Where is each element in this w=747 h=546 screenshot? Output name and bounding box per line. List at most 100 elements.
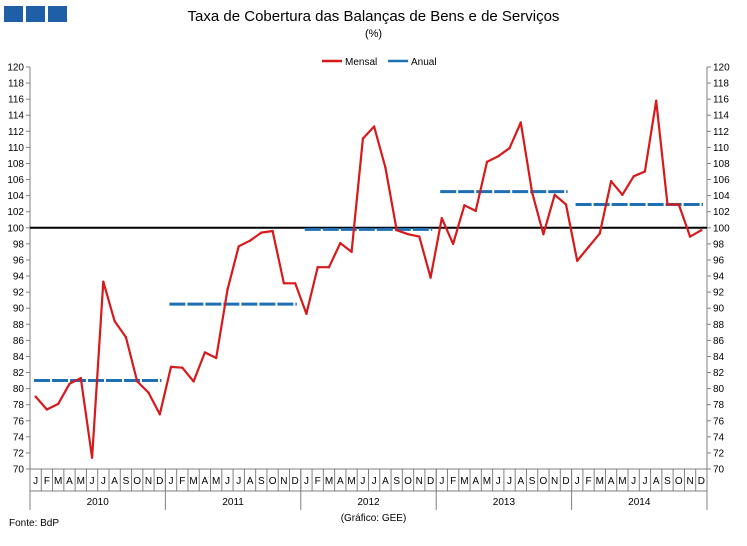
x-month-label: A (202, 476, 209, 487)
x-month-label: F (585, 476, 591, 487)
y-tick-label: 110 (8, 143, 24, 154)
mensal-point (688, 235, 692, 238)
x-month-label: F (44, 476, 50, 487)
mensal-point (102, 280, 105, 283)
x-month-label: F (315, 476, 321, 487)
y-tick-label: 74 (713, 432, 725, 443)
x-year-label: 2012 (357, 497, 380, 508)
x-month-label: A (653, 476, 660, 487)
y-tick-label: 106 (713, 175, 730, 186)
y-axis: 70 70 72 72 74 74 76 76 78 78 80 80 82 82 84 84 86 86 88 88… (7, 63, 730, 476)
mensal-point (282, 282, 286, 285)
y-tick-label: 88 (713, 320, 725, 331)
y-tick-label: 78 (713, 400, 725, 411)
x-year-label: 2011 (222, 497, 244, 508)
x-year-label: 2014 (628, 497, 651, 508)
y-tick-label: 92 (13, 288, 25, 299)
y-tick-label: 72 (13, 448, 25, 459)
legend-anual-label: Anual (411, 57, 437, 68)
y-tick-label: 80 (13, 384, 25, 395)
mensal-point (192, 380, 195, 383)
y-tick-label: 116 (8, 95, 24, 106)
mensal-point (440, 216, 444, 220)
x-month-label: O (404, 476, 412, 487)
mensal-point (643, 170, 647, 173)
x-month-label: D (292, 476, 299, 487)
y-tick-label: 84 (13, 352, 25, 363)
x-month-label: J (575, 476, 580, 487)
mensal-point (395, 229, 398, 232)
x-month-label: A (111, 476, 118, 487)
y-tick-label: 102 (7, 207, 24, 218)
mensal-point (158, 413, 161, 416)
x-month-label: S (258, 476, 265, 487)
chart-credit: (Gráfico: GEE) (340, 513, 407, 524)
mensal-point (553, 193, 556, 197)
x-month-label: S (529, 476, 536, 487)
mensal-point (147, 391, 150, 394)
y-tick-label: 72 (713, 448, 725, 459)
y-tick-label: 88 (13, 320, 25, 331)
mensal-point (406, 233, 410, 236)
mensal-point (598, 232, 602, 235)
x-year-label: 2010 (87, 497, 110, 508)
x-month-label: M (596, 476, 604, 487)
y-tick-label: 108 (7, 159, 24, 170)
y-tick-label: 112 (8, 127, 24, 138)
y-tick-label: 106 (7, 175, 24, 186)
y-tick-label: 120 (7, 63, 24, 74)
mensal-point (316, 265, 319, 269)
source-note: Fonte: BdP (9, 518, 60, 529)
x-month-label: A (382, 476, 389, 487)
y-tick-label: 118 (8, 79, 24, 90)
y-tick-label: 94 (713, 272, 725, 283)
x-month-label: A (247, 476, 254, 487)
y-tick-label: 114 (713, 111, 729, 122)
x-month-label: A (66, 476, 73, 487)
mensal-point (361, 137, 365, 140)
y-tick-label: 114 (8, 111, 24, 122)
mensal-point (79, 376, 82, 380)
y-tick-label: 104 (713, 191, 730, 202)
chart-title: Taxa de Cobertura das Balanças de Bens e… (187, 8, 560, 25)
y-tick-label: 104 (7, 191, 24, 202)
y-tick-label: 86 (713, 336, 725, 347)
y-tick-label: 96 (713, 255, 725, 266)
mensal-point (350, 250, 353, 254)
x-month-label: O (133, 476, 141, 487)
y-tick-label: 74 (13, 432, 25, 443)
mensal-point (260, 231, 263, 234)
mensal-point (271, 229, 274, 233)
mensal-point (655, 99, 658, 102)
x-month-label: M (54, 476, 62, 487)
x-month-label: M (618, 476, 626, 487)
x-month-label: J (90, 476, 95, 487)
y-tick-label: 70 (13, 465, 25, 476)
mensal-point (519, 121, 523, 124)
x-month-label: D (698, 476, 705, 487)
y-tick-label: 70 (713, 465, 725, 476)
x-month-label: M (77, 476, 85, 487)
mensal-point (632, 175, 635, 178)
mensal-point (677, 203, 680, 206)
x-month-label: J (496, 476, 501, 487)
x-month-label: J (225, 476, 230, 487)
x-month-label: J (101, 476, 106, 487)
x-month-label: J (236, 476, 241, 487)
y-tick-label: 120 (713, 63, 730, 74)
x-month-label: J (33, 476, 38, 487)
mensal-point (700, 229, 703, 232)
x-month-label: J (507, 476, 512, 487)
x-month-label: N (145, 476, 152, 487)
x-month-label: J (169, 476, 174, 487)
x-month-label: D (562, 476, 569, 487)
mensal-point (214, 356, 218, 360)
y-tick-label: 112 (713, 127, 729, 138)
x-month-label: O (540, 476, 548, 487)
mensal-point (327, 265, 331, 269)
y-tick-label: 78 (13, 400, 25, 411)
mensal-point (497, 155, 500, 158)
x-month-label: J (360, 476, 365, 487)
y-tick-label: 100 (7, 223, 24, 234)
